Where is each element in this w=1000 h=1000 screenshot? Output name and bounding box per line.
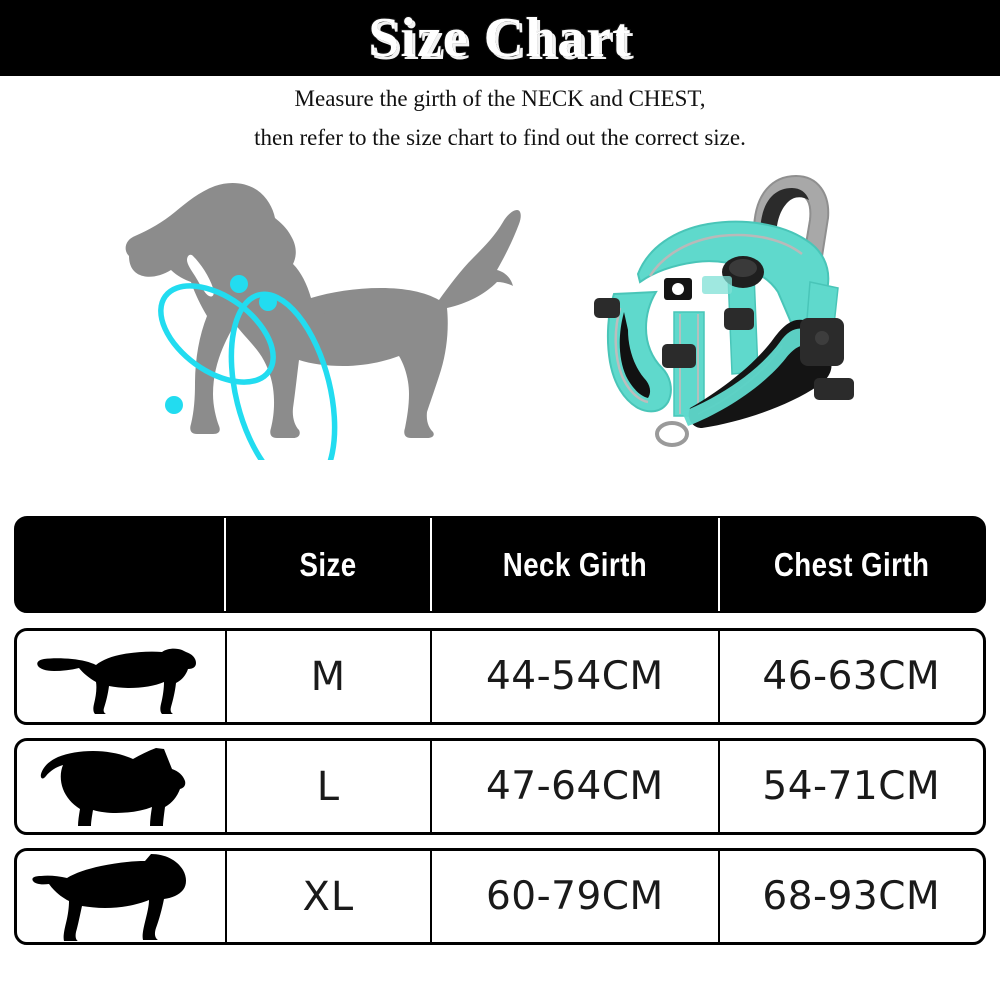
cell-dog-icon [17, 851, 225, 942]
size-value: L [316, 763, 340, 810]
table-row: L 47-64CM 54-71CM [14, 738, 986, 835]
cell-neck-girth: 44-54CM [430, 631, 717, 722]
harness-reflective-label [702, 276, 732, 294]
table-row: XL 60-79CM 68-93CM [14, 848, 986, 945]
chest-measure-point-top [259, 293, 277, 311]
illustration-area [0, 160, 1000, 490]
shepherd-silhouette-icon [40, 747, 186, 826]
neck-girth-value: 44-54CM [485, 654, 664, 699]
header-label-size: Size [299, 545, 357, 583]
header-cell-chest-girth: Chest Girth [718, 518, 984, 611]
harness-adjuster-top [594, 298, 620, 318]
harness-d-ring [655, 421, 689, 447]
retriever-silhouette-icon [37, 648, 196, 714]
chest-girth-value: 68-93CM [762, 874, 941, 919]
neck-girth-value: 47-64CM [485, 764, 664, 809]
harness-adjuster-center [724, 308, 754, 330]
page-title: Size Chart [367, 7, 632, 69]
cell-neck-girth: 47-64CM [430, 741, 717, 832]
cell-chest-girth: 46-63CM [717, 631, 983, 722]
harness-adjuster-left [662, 344, 696, 368]
harness-back-panel [636, 220, 830, 336]
cell-size: L [224, 741, 431, 832]
neck-measure-point-bottom [165, 396, 183, 414]
title-band: Size Chart [0, 0, 1000, 76]
cell-dog-icon [17, 631, 225, 722]
neck-measure-point-top [230, 275, 248, 293]
harness-graphic [594, 174, 854, 447]
neck-girth-value: 60-79CM [485, 874, 664, 919]
size-chart-table: Size Neck Girth Chest Girth M 44-54CM 46… [14, 516, 986, 958]
cell-size: M [224, 631, 431, 722]
dog-silhouette-icon [125, 182, 521, 438]
dog-measurement-diagram [125, 182, 521, 460]
chest-girth-value: 46-63CM [762, 654, 941, 699]
header-label-neck-girth: Neck Girth [502, 545, 648, 583]
cell-dog-icon [17, 741, 225, 832]
harness-lower-buckle [814, 378, 854, 400]
cell-chest-girth: 68-93CM [717, 851, 983, 942]
instruction-line-1: Measure the girth of the NECK and CHEST, [294, 86, 706, 111]
instruction-line-2: then refer to the size chart to find out… [254, 125, 746, 150]
chest-girth-value: 54-71CM [762, 764, 941, 809]
header-cell-icon [16, 518, 224, 611]
size-value: M [310, 653, 347, 700]
cell-chest-girth: 54-71CM [717, 741, 983, 832]
header-cell-neck-girth: Neck Girth [430, 518, 718, 611]
cell-neck-girth: 60-79CM [430, 851, 717, 942]
header-label-chest-girth: Chest Girth [774, 545, 930, 583]
labrador-silhouette-icon [32, 853, 186, 941]
cell-size: XL [224, 851, 431, 942]
dog-harness-product-image [594, 174, 854, 447]
neck-measure-loop [158, 283, 276, 385]
chest-measure-loop [228, 291, 338, 460]
table-row: M 44-54CM 46-63CM [14, 628, 986, 725]
header-cell-size: Size [224, 518, 430, 611]
table-header-row: Size Neck Girth Chest Girth [14, 516, 986, 613]
size-value: XL [302, 873, 355, 920]
